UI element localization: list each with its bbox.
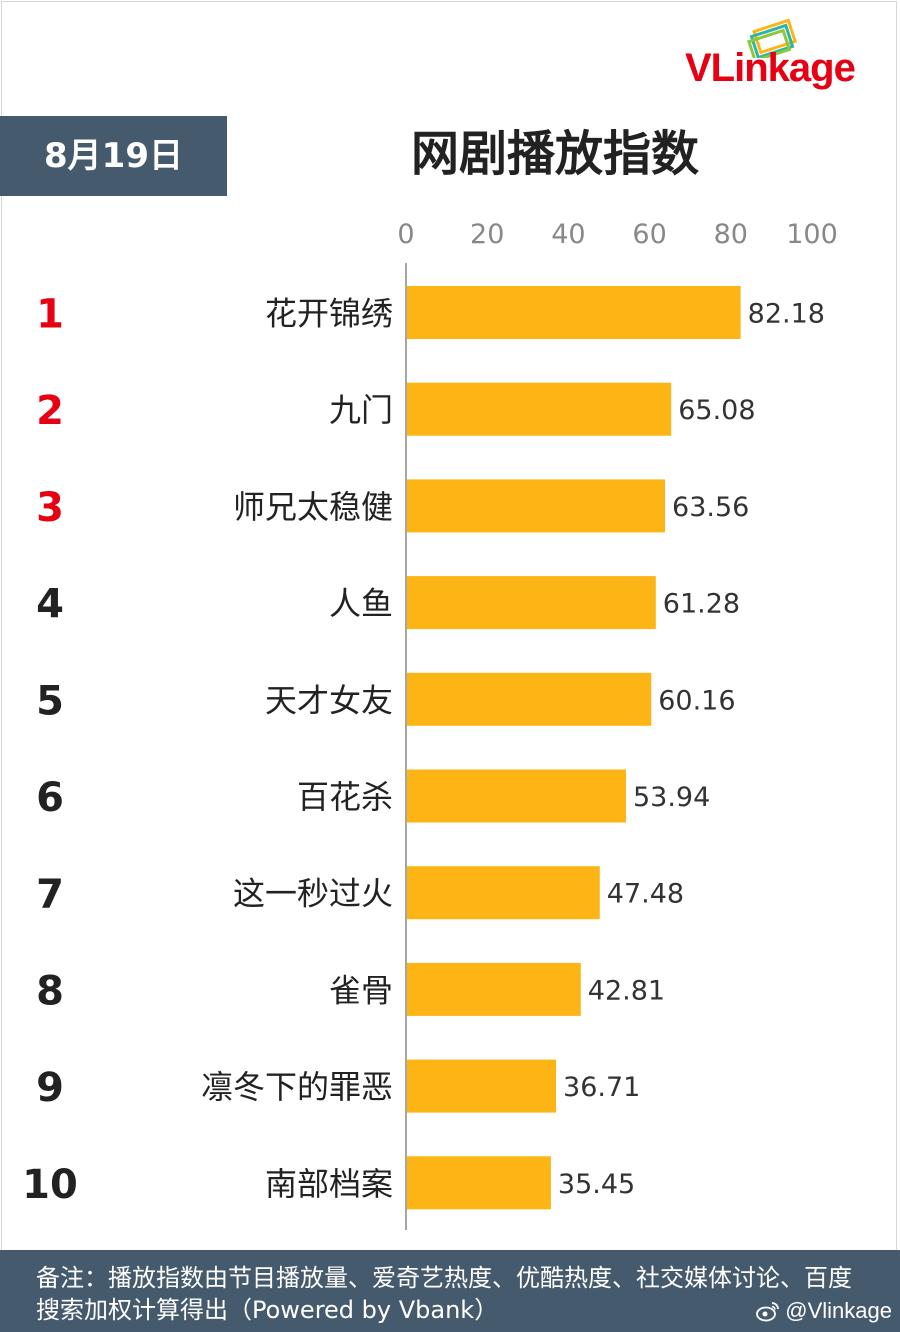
footer: 备注：播放指数由节目播放量、爱奇艺热度、优酷热度、社交媒体讨论、百度搜索加权计算… (0, 1250, 900, 1332)
bar (407, 769, 626, 823)
x-tick-label: 60 (632, 219, 666, 250)
value-label: 53.94 (633, 782, 710, 813)
bar-chart: 0 20 40 60 80 100 82.18 花开锦绣 1 65.08 九门 2 63.56 师兄太稳健… (22, 219, 838, 1230)
rank-label: 2 (36, 388, 64, 434)
bar (407, 286, 741, 339)
category-label: 九门 (329, 391, 393, 429)
bar (407, 382, 672, 436)
watermark: @Vlinkage (755, 1298, 892, 1324)
rank-label: 1 (36, 292, 64, 338)
rank-label: 5 (36, 678, 64, 724)
watermark-text: @Vlinkage (785, 1298, 892, 1323)
category-label: 人鱼 (329, 585, 393, 623)
x-tick-label: 20 (470, 219, 504, 250)
value-label: 61.28 (663, 589, 740, 620)
bar (407, 866, 600, 920)
rank-label: 10 (22, 1162, 78, 1208)
chart-title: 网剧播放指数 (410, 126, 699, 182)
value-label: 42.81 (588, 975, 665, 1006)
bar (407, 672, 652, 726)
value-label: 47.48 (607, 879, 684, 910)
value-label: 82.18 (748, 299, 825, 330)
category-label: 百花杀 (297, 778, 393, 816)
bar (407, 576, 656, 630)
vlinkage-logo: VLinkage (685, 18, 895, 98)
date-label: 8月19日 (0, 116, 227, 196)
category-label: 雀骨 (329, 971, 393, 1009)
x-tick-label: 80 (714, 219, 748, 250)
value-label: 35.45 (558, 1169, 635, 1200)
category-label: 天才女友 (265, 681, 393, 719)
category-label: 南部档案 (265, 1165, 393, 1203)
category-label: 师兄太稳健 (233, 488, 393, 526)
rank-label: 4 (36, 582, 64, 628)
value-label: 63.56 (672, 492, 749, 523)
footer-note: 备注：播放指数由节目播放量、爱奇艺热度、优酷热度、社交媒体讨论、百度搜索加权计算… (36, 1264, 852, 1324)
x-tick-label: 100 (786, 219, 838, 250)
x-tick-label: 0 (397, 219, 414, 250)
category-label: 花开锦绣 (265, 295, 393, 333)
rank-label: 8 (36, 968, 64, 1014)
category-label: 这一秒过火 (233, 875, 393, 913)
x-tick-label: 40 (551, 219, 585, 250)
bar (407, 1156, 551, 1210)
value-label: 65.08 (678, 395, 755, 426)
rank-label: 7 (36, 872, 64, 918)
rank-label: 6 (36, 775, 64, 821)
weibo-icon (756, 1302, 780, 1322)
rank-label: 3 (36, 485, 64, 531)
value-label: 60.16 (658, 685, 735, 716)
value-label: 36.71 (563, 1072, 640, 1103)
category-label: 凛冬下的罪恶 (201, 1068, 393, 1106)
bar (407, 962, 581, 1016)
bar (407, 479, 666, 533)
bar (407, 1059, 557, 1113)
rank-label: 9 (36, 1065, 64, 1111)
